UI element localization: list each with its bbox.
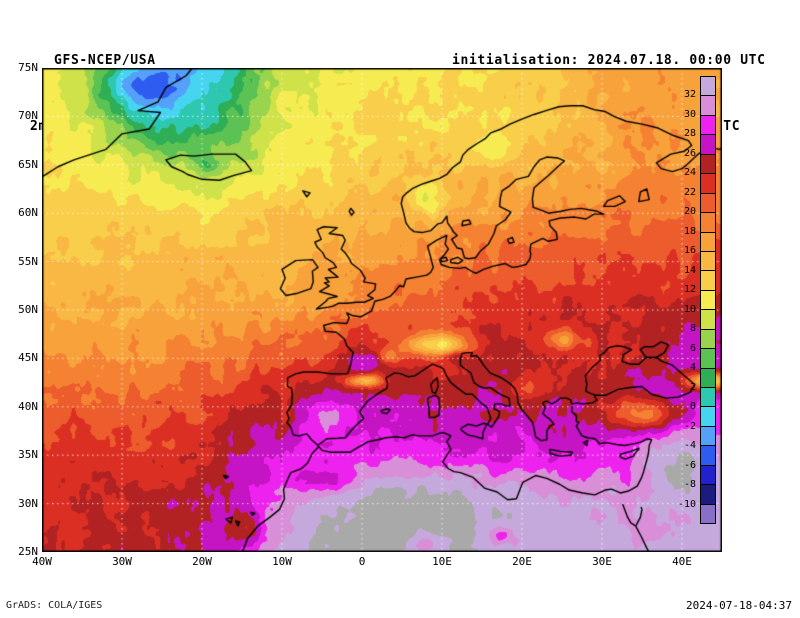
colorbar-cell xyxy=(701,367,715,387)
colorbar-label: 30 xyxy=(683,108,696,120)
colorbar-label: -10 xyxy=(677,498,696,510)
lon-tick-label: 20E xyxy=(512,555,532,568)
colorbar-cell xyxy=(701,95,715,115)
colorbar-cells xyxy=(700,76,716,524)
colorbar-label: 12 xyxy=(683,284,696,296)
colorbar-label: 32 xyxy=(683,89,696,101)
lat-tick-label: 30N xyxy=(18,496,38,510)
lon-tick-label: 10W xyxy=(272,555,292,568)
colorbar-label: 4 xyxy=(689,362,696,374)
colorbar-cell xyxy=(701,445,715,465)
colorbar-label: -6 xyxy=(683,459,696,471)
lat-tick-label: 40N xyxy=(18,399,38,413)
creation-timestamp: 2024-07-18-04:37 xyxy=(686,599,792,612)
lon-tick-label: 30W xyxy=(112,555,132,568)
colorbar-label: -2 xyxy=(683,420,696,432)
temperature-map-canvas xyxy=(42,68,722,552)
lon-tick-label: 40W xyxy=(32,555,52,568)
model-name: GFS-NCEP/USA xyxy=(54,53,156,68)
colorbar-cell xyxy=(701,270,715,290)
colorbar-cell xyxy=(701,173,715,193)
grads-credit: GrADS: COLA/IGES xyxy=(6,600,103,611)
colorbar-cell xyxy=(701,387,715,407)
colorbar-label: 16 xyxy=(683,245,696,257)
colorbar-cell xyxy=(701,406,715,426)
colorbar-cell xyxy=(701,134,715,154)
colorbar-label: 24 xyxy=(683,167,696,179)
lon-tick-label: 40E xyxy=(672,555,692,568)
colorbar-cell xyxy=(701,309,715,329)
colorbar: 32 30 28 26 24 22 20 18 16 14 12 10 8 6 4 2 0 -2 -4 -6 -8 -10 xyxy=(656,76,718,524)
lon-tick-label: 30E xyxy=(592,555,612,568)
colorbar-cell xyxy=(701,212,715,232)
colorbar-label: 2 xyxy=(689,381,696,393)
lat-tick-label: 50N xyxy=(18,303,38,316)
colorbar-label: 6 xyxy=(689,342,696,354)
colorbar-cell xyxy=(701,153,715,174)
colorbar-cell xyxy=(701,231,715,251)
lat-tick-label: 35N xyxy=(18,448,38,462)
colorbar-label: 28 xyxy=(683,128,696,140)
colorbar-label: 0 xyxy=(689,401,696,413)
colorbar-label: 26 xyxy=(683,147,696,159)
colorbar-cell xyxy=(701,328,715,349)
lat-tick-label: 60N xyxy=(18,206,38,220)
colorbar-cell xyxy=(701,192,715,213)
colorbar-cell xyxy=(701,77,715,96)
colorbar-label: 10 xyxy=(683,303,696,315)
colorbar-label: 22 xyxy=(683,186,696,198)
lon-tick-label: 20W xyxy=(192,555,212,568)
colorbar-label: 14 xyxy=(683,264,696,276)
lat-tick-label: 25N xyxy=(18,545,38,558)
lat-tick-label: 75N xyxy=(18,61,38,74)
lon-tick-label: 0 xyxy=(358,555,366,568)
colorbar-cell xyxy=(701,289,715,310)
lat-tick-label: 70N xyxy=(18,109,38,123)
lat-tick-label: 65N xyxy=(18,157,38,171)
colorbar-cell xyxy=(701,484,715,504)
colorbar-label: -4 xyxy=(683,440,696,452)
lat-tick-label: 55N xyxy=(18,254,38,268)
colorbar-cell xyxy=(701,425,715,446)
init-time: initialisation: 2024.07.18. 00:00 UTC xyxy=(452,53,766,68)
colorbar-cell xyxy=(701,348,715,368)
colorbar-label: 18 xyxy=(683,225,696,237)
lon-tick-label: 10E xyxy=(432,555,452,568)
colorbar-cell xyxy=(701,114,715,135)
colorbar-cell xyxy=(701,464,715,485)
colorbar-label: -8 xyxy=(683,479,696,491)
lat-tick-label: 45N xyxy=(18,351,38,365)
colorbar-label: 20 xyxy=(683,206,696,218)
colorbar-cell xyxy=(701,250,715,271)
colorbar-label: 8 xyxy=(689,323,696,335)
map-plot-area xyxy=(42,68,722,552)
colorbar-cell xyxy=(701,503,715,524)
